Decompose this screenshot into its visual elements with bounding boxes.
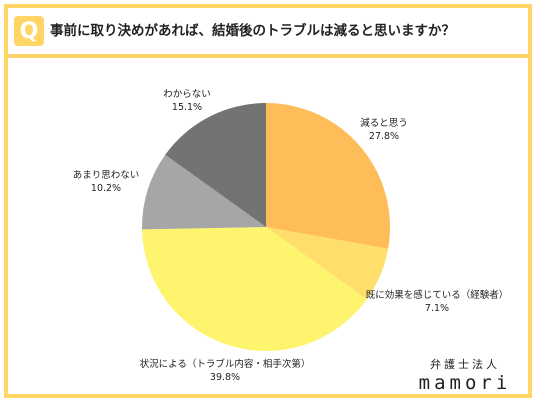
pie-slice-5	[165, 103, 266, 227]
pie-slice-3	[142, 227, 367, 351]
question-title: 事前に取り決めがあれば、結婚後のトラブルは減ると思いますか？	[50, 23, 455, 39]
header-divider	[8, 54, 528, 58]
pie-slice-2	[266, 227, 389, 300]
pie-slice-1	[266, 103, 390, 249]
slice-value-2: 7.1%	[425, 303, 449, 314]
slice-label-5: わからない	[163, 89, 211, 100]
slice-value-3: 39.8%	[210, 372, 240, 383]
brand-subtitle: 弁護士法人	[430, 358, 500, 371]
slice-label-4: あまり思わない	[73, 170, 140, 181]
pie-slice-4	[142, 154, 266, 230]
brand-logo: mamori	[418, 372, 512, 394]
slice-label-1: 減ると思う	[360, 117, 408, 129]
slice-value-4: 10.2%	[91, 183, 121, 194]
slice-value-5: 15.1%	[172, 102, 202, 113]
question-badge: Q	[14, 16, 44, 46]
slice-label-2: 既に効果を感じている（経験者）	[366, 289, 509, 301]
slice-label-3: 状況による（トラブル内容・相手次第）	[140, 358, 311, 370]
slice-value-1: 27.8%	[369, 131, 399, 142]
